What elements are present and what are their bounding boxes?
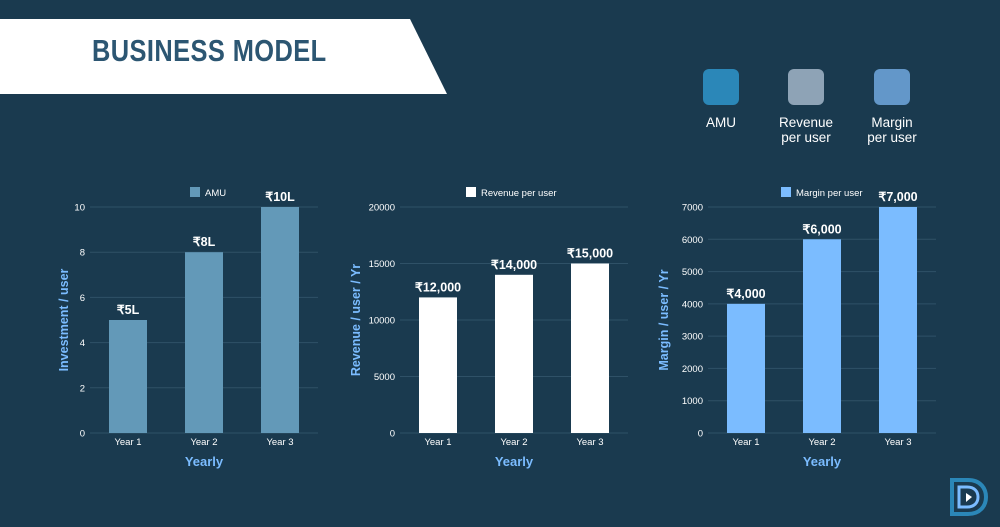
bar-1-1	[495, 274, 533, 433]
bar-2-0	[727, 303, 765, 433]
data-label: ₹5L	[117, 303, 140, 317]
bar-1-2	[571, 263, 609, 433]
y-tick-label: 6	[80, 293, 85, 304]
x-tick-label: Year 3	[884, 437, 911, 448]
x-tick-label: Year 2	[500, 437, 527, 448]
y-tick-label: 1000	[682, 396, 703, 407]
data-label: ₹15,000	[567, 247, 613, 261]
banner-shape	[0, 19, 447, 94]
x-tick-label: Year 1	[732, 437, 759, 448]
legend-swatch-margin	[874, 69, 910, 105]
y-tick-label: 0	[390, 429, 395, 440]
data-label: ₹8L	[193, 235, 216, 249]
x-tick-label: Year 1	[424, 437, 451, 448]
y-tick-label: 8	[80, 248, 85, 259]
y-tick-label: 6000	[682, 235, 703, 246]
legend-swatch-revenue	[788, 69, 824, 105]
y-axis-title: Revenue / user / Yr	[349, 264, 363, 376]
y-tick-label: 2000	[682, 364, 703, 375]
data-label: ₹7,000	[878, 190, 917, 204]
y-tick-label: 15000	[369, 259, 395, 270]
x-tick-label: Year 2	[808, 437, 835, 448]
legend-label-revenue-line1: Revenue	[778, 115, 834, 130]
data-label: ₹4,000	[726, 287, 765, 301]
y-tick-label: 2	[80, 383, 85, 394]
legend-swatch-amu	[703, 69, 739, 105]
x-axis-title: Yearly	[803, 454, 842, 469]
x-tick-label: Year 2	[190, 437, 217, 448]
bar-2-1	[803, 239, 841, 433]
legend-label-margin-line2: per user	[867, 130, 917, 145]
legend-label-margin-line1: Margin	[871, 115, 913, 130]
data-label: ₹12,000	[415, 280, 461, 294]
brand-logo	[950, 478, 989, 516]
bar-0-0	[109, 320, 147, 433]
y-axis-title: Investment / user	[57, 268, 71, 371]
legend-label: Revenue per user	[481, 188, 557, 199]
x-axis-title: Yearly	[495, 454, 534, 469]
legend-item-margin: Margin per user	[847, 69, 937, 145]
bar-1-0	[419, 297, 457, 433]
y-tick-label: 4000	[682, 299, 703, 310]
x-tick-label: Year 3	[576, 437, 603, 448]
legend-item-amu: AMU	[676, 69, 766, 130]
bar-2-2	[879, 207, 917, 433]
y-tick-label: 10000	[369, 316, 395, 327]
legend-label-revenue-line2: per user	[781, 130, 831, 145]
legend-label-amu: AMU	[706, 115, 736, 130]
x-tick-label: Year 1	[114, 437, 141, 448]
legend-swatch-0	[190, 187, 200, 197]
x-axis-title: Yearly	[185, 454, 224, 469]
legend-label: Margin per user	[796, 188, 863, 199]
y-tick-label: 4	[80, 338, 85, 349]
legend-swatch-1	[466, 187, 476, 197]
legend-item-revenue: Revenue per user	[761, 69, 851, 145]
y-axis-title: Margin / user / Yr	[657, 269, 671, 370]
legend-label: AMU	[205, 188, 226, 199]
data-label: ₹14,000	[491, 258, 537, 272]
legend-swatch-2	[781, 187, 791, 197]
y-tick-label: 5000	[682, 267, 703, 278]
data-label: ₹10L	[265, 190, 295, 204]
y-tick-label: 5000	[374, 372, 395, 383]
title-banner	[0, 19, 447, 94]
y-tick-label: 7000	[682, 203, 703, 214]
x-tick-label: Year 3	[266, 437, 293, 448]
data-label: ₹6,000	[802, 222, 841, 236]
y-tick-label: 3000	[682, 332, 703, 343]
y-tick-label: 10	[74, 203, 85, 214]
y-tick-label: 0	[698, 429, 703, 440]
page-title: BUSINESS MODEL	[92, 33, 327, 68]
bar-0-1	[185, 252, 223, 433]
y-tick-label: 0	[80, 429, 85, 440]
bar-0-2	[261, 207, 299, 433]
y-tick-label: 20000	[369, 203, 395, 214]
